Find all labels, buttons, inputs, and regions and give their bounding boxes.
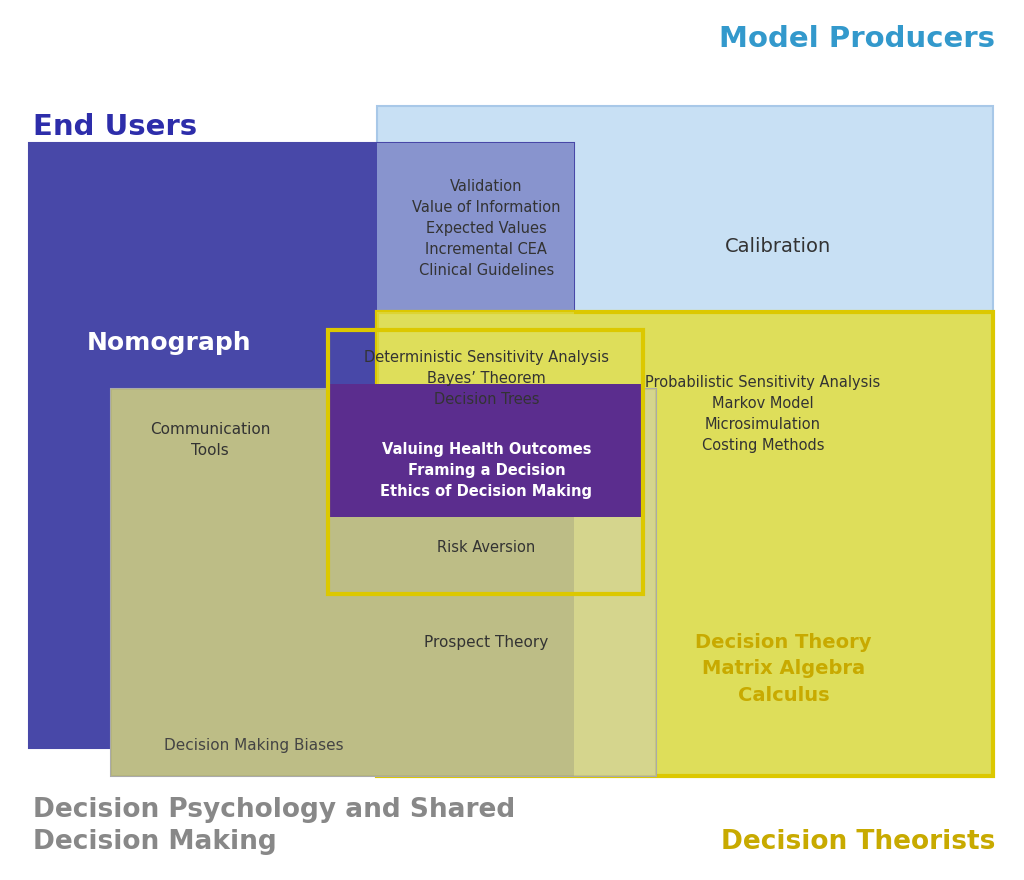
- Bar: [111, 389, 656, 776]
- Bar: [111, 389, 574, 776]
- Text: Probabilistic Sensitivity Analysis
Markov Model
Microsimulation
Costing Methods: Probabilistic Sensitivity Analysis Marko…: [645, 375, 881, 452]
- Text: Decision Making Biases: Decision Making Biases: [164, 737, 344, 753]
- Bar: [111, 389, 656, 776]
- Text: Decision Psychology and Shared
Decision Making: Decision Psychology and Shared Decision …: [33, 797, 515, 855]
- Text: Valuing Health Outcomes
Framing a Decision
Ethics of Decision Making: Valuing Health Outcomes Framing a Decisi…: [380, 443, 593, 499]
- Text: End Users: End Users: [33, 113, 197, 141]
- Text: Nomograph: Nomograph: [87, 331, 251, 356]
- Bar: [377, 312, 574, 748]
- Text: Model Producers: Model Producers: [719, 25, 995, 53]
- Text: Calibration: Calibration: [725, 237, 831, 256]
- Text: Decision Theorists: Decision Theorists: [721, 829, 995, 855]
- Text: Prospect Theory: Prospect Theory: [424, 634, 549, 650]
- Text: Decision Theory
Matrix Algebra
Calculus: Decision Theory Matrix Algebra Calculus: [695, 633, 871, 705]
- Text: Validation
Value of Information
Expected Values
Incremental CEA
Clinical Guideli: Validation Value of Information Expected…: [412, 180, 561, 278]
- Bar: [377, 312, 993, 776]
- Bar: [328, 384, 643, 517]
- Text: Communication
Tools: Communication Tools: [150, 422, 270, 458]
- Text: Risk Aversion: Risk Aversion: [437, 539, 536, 555]
- Bar: [29, 143, 574, 748]
- Bar: [328, 330, 643, 594]
- Bar: [377, 106, 993, 776]
- Bar: [377, 143, 574, 748]
- Text: Deterministic Sensitivity Analysis
Bayes’ Theorem
Decision Trees: Deterministic Sensitivity Analysis Bayes…: [364, 350, 609, 407]
